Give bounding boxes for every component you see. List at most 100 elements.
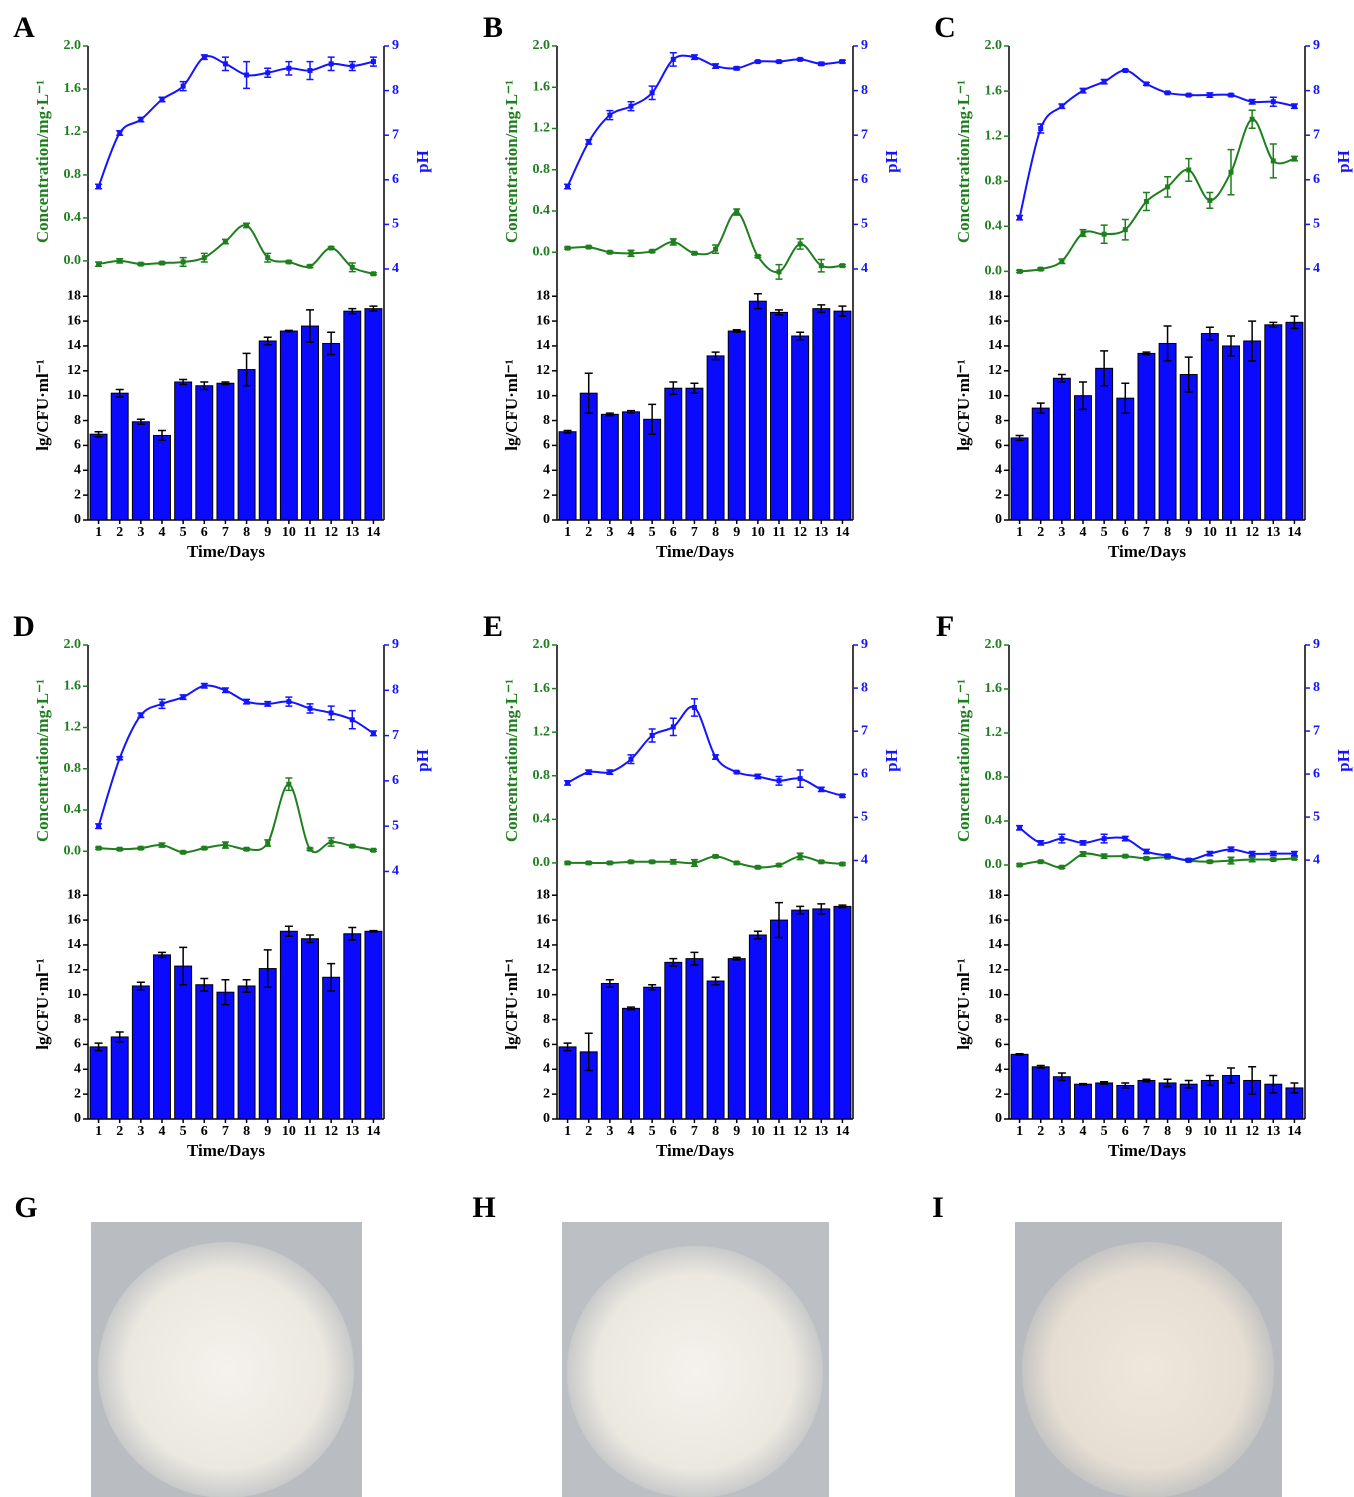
y-tick-label: 10 bbox=[67, 987, 81, 1002]
point bbox=[607, 860, 613, 866]
x-tick-label: 9 bbox=[264, 525, 271, 540]
error-bar bbox=[1205, 326, 1214, 341]
bar bbox=[1031, 1066, 1050, 1120]
x-tick-label: 2 bbox=[585, 1124, 592, 1139]
y-tick-label: 18 bbox=[67, 887, 81, 902]
y-tick-label: 18 bbox=[988, 288, 1002, 303]
point bbox=[244, 846, 250, 852]
y-tick-label: 2 bbox=[995, 1086, 1002, 1101]
x-tick-label: 4 bbox=[628, 1124, 635, 1139]
bar bbox=[664, 961, 683, 1120]
point bbox=[349, 717, 355, 723]
y-tick-label: 6 bbox=[543, 1037, 550, 1052]
point bbox=[96, 845, 102, 851]
point bbox=[818, 61, 824, 67]
y-tick-label: 0.0 bbox=[985, 857, 1003, 872]
y2-tick-label: 8 bbox=[392, 83, 399, 98]
bar bbox=[279, 930, 298, 1120]
point bbox=[1017, 215, 1023, 221]
point bbox=[586, 139, 592, 145]
bar bbox=[770, 919, 788, 1120]
x-tick-label: 1 bbox=[1016, 525, 1023, 540]
y-tick-label: 0.0 bbox=[64, 843, 82, 858]
error-bar bbox=[284, 329, 293, 333]
bar bbox=[1052, 1076, 1071, 1120]
y-tick-label: 4 bbox=[995, 1061, 1002, 1076]
y2-tick-label: 7 bbox=[1313, 723, 1320, 738]
point bbox=[349, 843, 355, 849]
x-tick-label: 8 bbox=[712, 1124, 719, 1139]
x-tick-label: 5 bbox=[649, 1124, 656, 1139]
bar bbox=[1137, 352, 1156, 521]
error-bar bbox=[838, 904, 847, 909]
bar bbox=[279, 330, 298, 521]
x-tick-label: 13 bbox=[1266, 1124, 1280, 1139]
point bbox=[265, 701, 271, 707]
point bbox=[96, 823, 102, 829]
point bbox=[1059, 864, 1065, 870]
point bbox=[1059, 836, 1065, 842]
point bbox=[691, 704, 697, 710]
y-tick-label: 4 bbox=[995, 462, 1002, 477]
y-tick-label: 4 bbox=[74, 462, 81, 477]
x-tick-label: 1 bbox=[1016, 1124, 1023, 1139]
x-tick-label: 7 bbox=[222, 1124, 229, 1139]
y-tick-label: 6 bbox=[74, 1037, 81, 1052]
x-tick-label: 1 bbox=[564, 525, 571, 540]
bar bbox=[153, 954, 171, 1120]
bar bbox=[791, 909, 810, 1120]
error-bar bbox=[627, 409, 635, 414]
y2-tick-label: 4 bbox=[392, 261, 399, 276]
point bbox=[328, 710, 334, 716]
bar bbox=[258, 340, 277, 521]
error-bar bbox=[1100, 350, 1109, 387]
x-tick-label: 11 bbox=[303, 1124, 316, 1139]
bar bbox=[1095, 367, 1114, 521]
x-tick-label: 5 bbox=[180, 1124, 187, 1139]
bar bbox=[1243, 340, 1262, 521]
y-tick-label: 0.8 bbox=[533, 768, 551, 783]
y2-tick-label: 4 bbox=[861, 261, 868, 276]
error-bar bbox=[284, 925, 293, 937]
point bbox=[670, 724, 676, 730]
point bbox=[180, 83, 186, 89]
y-tick-label: 1.6 bbox=[985, 681, 1003, 696]
point bbox=[1228, 858, 1234, 864]
point bbox=[159, 842, 165, 848]
error-bar bbox=[711, 351, 720, 361]
x-tick-label: 13 bbox=[814, 1124, 828, 1139]
y-tick-label: 14 bbox=[988, 937, 1002, 952]
point bbox=[776, 862, 782, 868]
y-axis-label: Concentration/mg·L⁻¹ bbox=[502, 80, 521, 243]
error-bar bbox=[1100, 1080, 1109, 1085]
x-tick-label: 14 bbox=[366, 1124, 380, 1139]
point bbox=[370, 847, 376, 853]
point bbox=[628, 250, 634, 256]
point bbox=[244, 699, 250, 705]
line bbox=[1018, 69, 1295, 218]
error-bar bbox=[817, 304, 826, 314]
point bbox=[222, 687, 228, 693]
error-bar bbox=[669, 381, 678, 396]
y-tick-label: 2.0 bbox=[985, 38, 1003, 53]
panel-letter: F bbox=[936, 610, 954, 643]
y-tick-label: 16 bbox=[988, 912, 1002, 927]
point bbox=[1143, 848, 1149, 854]
point bbox=[286, 259, 292, 265]
y-tick-label: 2.0 bbox=[64, 38, 82, 53]
y-tick-label: 0.4 bbox=[985, 219, 1003, 234]
point bbox=[201, 683, 207, 689]
error-bar bbox=[242, 979, 251, 993]
point bbox=[670, 239, 676, 245]
y2-tick-label: 7 bbox=[392, 728, 399, 743]
y-tick-label: 1.2 bbox=[64, 720, 82, 735]
bar bbox=[131, 985, 150, 1120]
y-tick-label: 8 bbox=[74, 1012, 81, 1027]
point bbox=[713, 754, 719, 760]
x-tick-label: 12 bbox=[324, 1124, 338, 1139]
bar bbox=[727, 330, 746, 521]
point bbox=[201, 255, 207, 261]
point bbox=[713, 853, 719, 859]
line bbox=[566, 54, 843, 187]
